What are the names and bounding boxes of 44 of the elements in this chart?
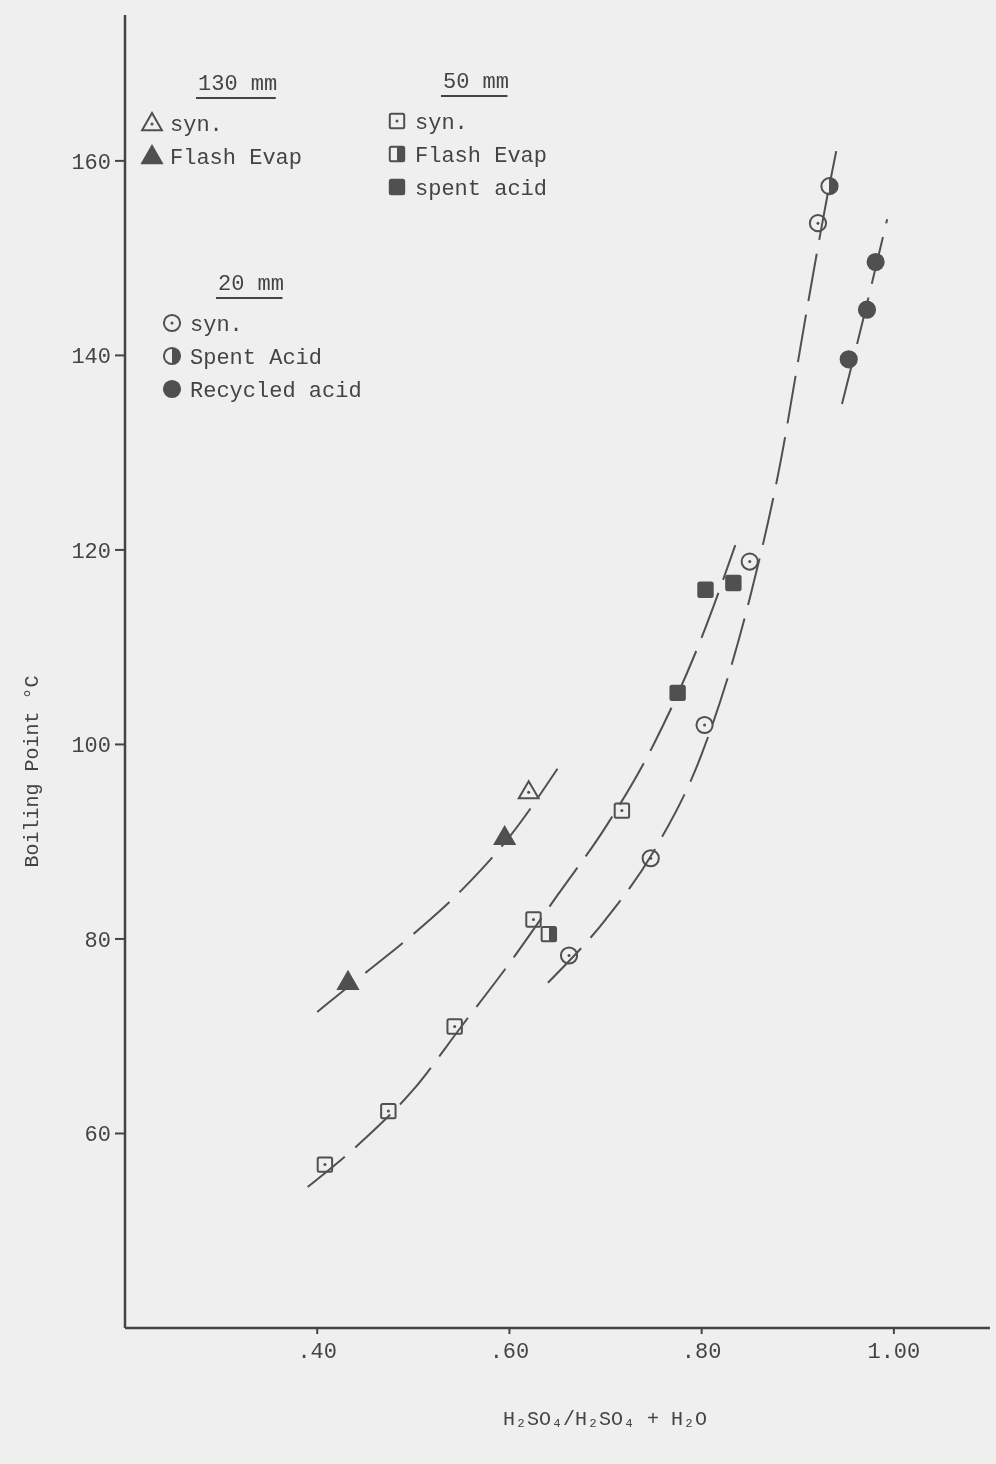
annotation: 130 mm — [198, 72, 278, 97]
y-tick-label: 60 — [84, 1123, 111, 1149]
legend-label: syn. — [190, 312, 243, 338]
point — [540, 925, 558, 943]
annotation: 20 mm — [218, 272, 285, 297]
legend-label: Spent Acid — [190, 345, 323, 371]
point — [493, 825, 516, 846]
point — [740, 552, 759, 571]
legend-label: syn. — [170, 112, 223, 138]
legend-label: Flash Evap — [170, 145, 303, 171]
point — [697, 581, 714, 598]
y-tick-label: 100 — [71, 734, 111, 760]
point — [641, 849, 660, 868]
point — [725, 574, 742, 592]
y-tick-label: 120 — [71, 539, 111, 565]
point — [559, 946, 579, 965]
point — [669, 684, 686, 702]
y-tick-label: 140 — [71, 345, 111, 371]
point — [839, 350, 858, 369]
x-axis-title: H₂SO₄/H₂SO₄ + H₂O — [502, 1408, 708, 1431]
line-series — [316, 767, 559, 1013]
x-tick-label: 1.00 — [867, 1340, 921, 1365]
y-tick-label: 80 — [84, 928, 111, 954]
legend-label: Flash Evap — [415, 143, 548, 169]
x-tick-label: .80 — [681, 1340, 722, 1365]
point — [820, 177, 839, 196]
annotation: 50 mm — [443, 70, 510, 95]
legend-label: spent acid — [415, 176, 548, 202]
point — [517, 780, 540, 800]
point — [337, 970, 359, 990]
point — [446, 1018, 463, 1035]
point — [695, 715, 714, 735]
x-tick-label: .60 — [489, 1340, 530, 1365]
y-axis-title: Boiling Point °C — [21, 675, 44, 868]
point — [808, 214, 828, 233]
point — [380, 1102, 397, 1120]
legend-label: Recycled acid — [190, 378, 362, 404]
point — [613, 802, 631, 819]
y-tick-label: 160 — [71, 150, 111, 176]
line-series — [546, 150, 838, 984]
point — [525, 911, 542, 928]
legend-label: syn. — [415, 110, 468, 136]
x-tick-label: .40 — [297, 1340, 338, 1365]
point — [316, 1156, 334, 1173]
